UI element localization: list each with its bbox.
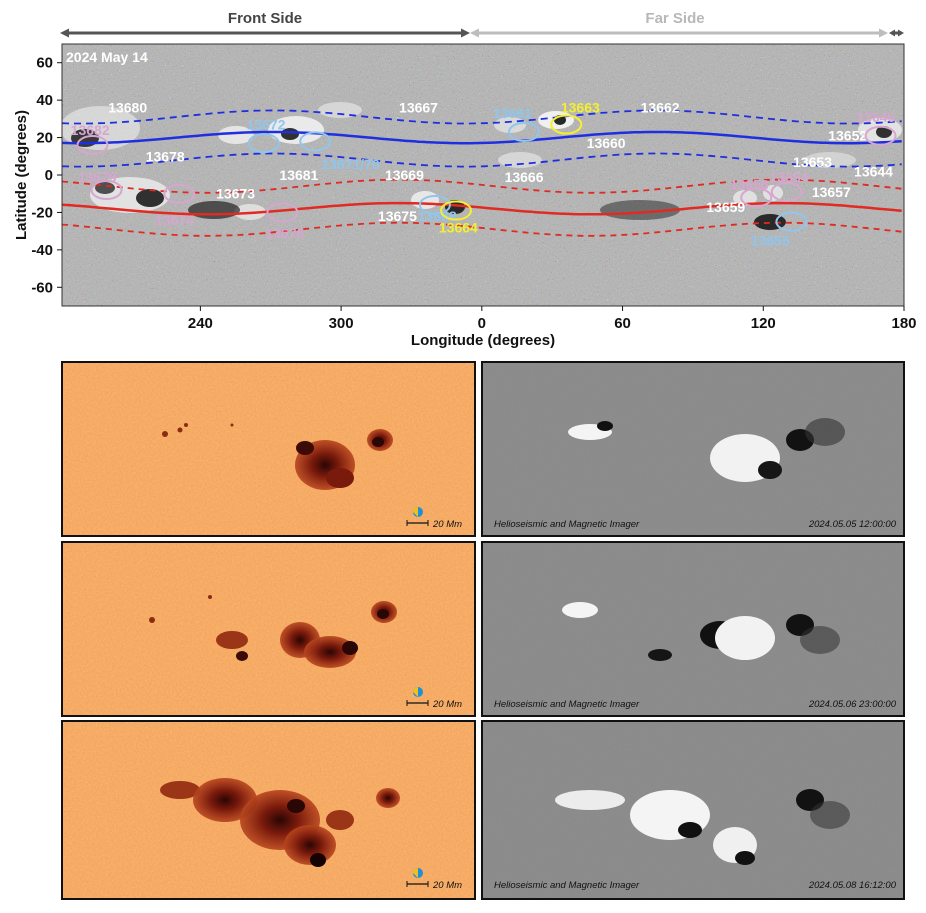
region-label: 13646 <box>856 109 895 125</box>
x-tick-label: 60 <box>614 315 631 332</box>
x-tick-label: 120 <box>751 315 776 332</box>
scale-marker-2 <box>406 687 429 706</box>
region-ellipse <box>740 187 773 208</box>
y-tick-label: 60 <box>36 55 53 72</box>
region-ellipse <box>440 200 473 221</box>
region-ellipse <box>508 121 541 142</box>
magnetogram-panel-2 <box>482 542 904 716</box>
synoptic-map: 13680 13682 13678 13679 13674 13673 13672 13671… <box>61 43 905 307</box>
north-band-center <box>62 130 902 145</box>
y-tick-label: 40 <box>36 92 53 109</box>
instrument-label-1: Helioseismic and Magnetic Imager <box>494 519 640 530</box>
x-axis-label: Longitude (degrees) <box>411 332 555 349</box>
continuum-panel-3 <box>62 721 475 899</box>
region-ellipse <box>247 133 280 154</box>
region-label: 13680 <box>108 100 147 116</box>
region-ellipse <box>864 125 897 146</box>
region-label: 13667 <box>399 100 438 116</box>
region-label: 13682 <box>71 122 110 138</box>
region-ellipse <box>550 114 583 135</box>
y-tick-label: 20 <box>36 130 53 147</box>
region-label: 13652 <box>828 128 867 144</box>
region-label: 13669 <box>385 167 424 183</box>
region-label: 13681 <box>279 167 318 183</box>
region-ellipse <box>418 194 451 215</box>
region-label: 13644 <box>854 163 893 179</box>
region-label: 13653 <box>793 154 832 170</box>
south-band-upper <box>62 178 902 194</box>
continuum-panel-2 <box>62 542 475 716</box>
region-ellipse <box>299 131 332 152</box>
scale-label-2: 20 Mm <box>432 699 462 710</box>
x-tick-label: 180 <box>891 315 916 332</box>
region-label: 13661 <box>493 105 532 121</box>
map-axes: 60 40 20 0 -20 -40 -60 240 300 0 60 120 180 <box>31 55 916 332</box>
scale-label-3: 20 Mm <box>432 880 462 891</box>
north-band-lower <box>62 152 902 168</box>
y-tick-label: -40 <box>31 242 53 259</box>
region-label: 13673 <box>216 186 255 202</box>
region-ellipse <box>76 135 109 156</box>
region-label: 13675 <box>378 208 417 224</box>
continuum-panel-1 <box>62 362 475 536</box>
side-header <box>60 28 904 38</box>
region-label: 13679 <box>78 169 117 185</box>
panel-frames <box>61 361 905 900</box>
south-band-lower <box>62 221 902 237</box>
timestamp-3: 2024.05.08 16:12:00 <box>808 880 897 891</box>
x-tick-label: 0 <box>478 315 486 332</box>
region-ellipse <box>266 202 299 223</box>
region-labels: 13680 13682 13678 13679 13674 13673 13672 13671… <box>71 100 897 249</box>
y-tick-label: -60 <box>31 279 53 296</box>
timestamp-2: 2024.05.06 23:00:00 <box>808 699 897 710</box>
y-tick-label: 0 <box>45 167 53 184</box>
x-tick-label: 300 <box>329 315 354 332</box>
south-band-center <box>62 201 902 216</box>
region-label: 13659 <box>706 199 745 215</box>
region-label: 13674 <box>155 212 194 228</box>
far-side-label: Far Side <box>645 10 704 27</box>
region-label: 13666 <box>505 169 544 185</box>
region-label: 13671/70 <box>321 156 380 172</box>
y-axis-label: Latitude (degrees) <box>13 110 30 240</box>
region-label: 13672 <box>247 116 286 132</box>
region-label: 13655 <box>751 233 790 249</box>
scale-label-1: 20 Mm <box>432 519 462 530</box>
region-label: 13662 <box>641 100 680 116</box>
region-label: 13668 <box>418 208 457 224</box>
activity-bands <box>62 109 902 237</box>
scale-marker-1 <box>406 507 429 526</box>
region-label: 13660 <box>587 135 626 151</box>
x-tick-label: 240 <box>188 315 213 332</box>
timestamp-1: 2024.05.05 12:00:00 <box>808 519 897 530</box>
map-date-label: 2024 May 14 <box>66 49 148 65</box>
region-label: 13676 <box>265 225 304 241</box>
region-label: 13678 <box>146 148 185 164</box>
instrument-label-3: Helioseismic and Magnetic Imager <box>494 880 640 891</box>
magnetogram-panel-1 <box>482 362 904 536</box>
region-label: 13657 <box>812 184 851 200</box>
instrument-label-2: Helioseismic and Magnetic Imager <box>494 699 640 710</box>
north-band-upper <box>62 109 902 125</box>
region-ellipse <box>163 183 196 204</box>
region-label: 13663 <box>561 100 600 116</box>
magnetogram-panel-3 <box>482 721 904 899</box>
region-ellipse <box>90 179 123 200</box>
region-label: 13664 <box>439 219 478 235</box>
region-label: 13656 <box>730 176 769 192</box>
front-side-label: Front Side <box>228 10 302 27</box>
region-label: 13654 <box>770 169 809 185</box>
scale-marker-3 <box>406 868 429 887</box>
y-tick-label: -20 <box>31 204 53 221</box>
region-ellipse <box>770 181 803 202</box>
region-ellipse <box>775 211 808 232</box>
